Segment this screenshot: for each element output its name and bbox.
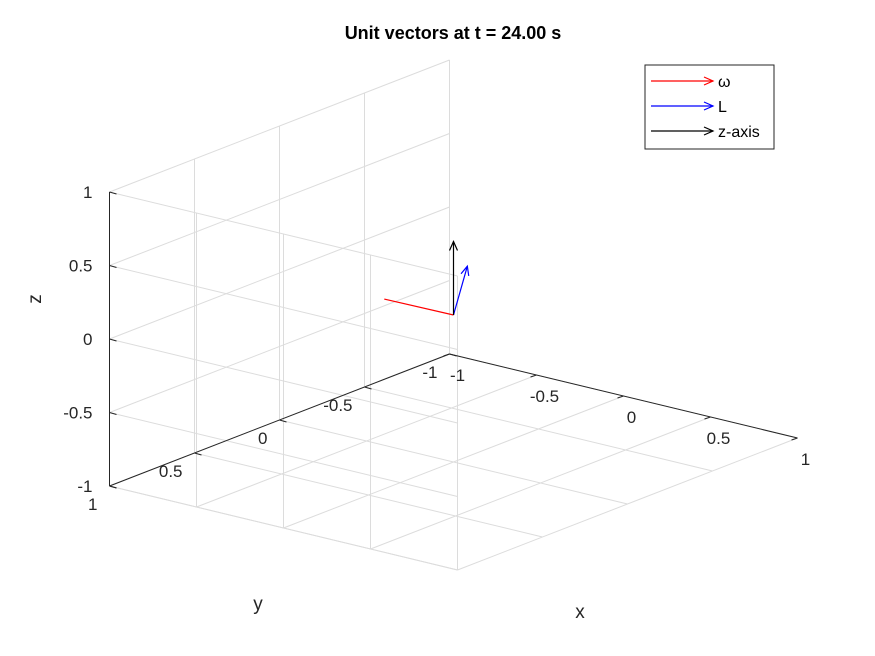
x-tick-mark [617, 395, 624, 399]
x-tick-label: 0.5 [707, 429, 731, 448]
vector-l-shaft [452, 266, 468, 316]
chart-title: Unit vectors at t = 24.00 s [345, 23, 562, 43]
legend-label-2: z-axis [718, 124, 760, 141]
floor-gridline-y [279, 419, 628, 505]
x-axis-label: x [575, 602, 585, 623]
side-wall-gridline-z [109, 133, 450, 266]
x-tick-mark [530, 374, 537, 378]
y-tick-label: -1 [422, 363, 437, 382]
back-wall-gridline-z [109, 265, 458, 350]
y-axis-label: y [253, 594, 263, 615]
vector-zaxis-head [448, 240, 459, 251]
y-tick-label: 0 [258, 429, 267, 448]
legend-line-2-head [703, 126, 715, 136]
z-tick-label: -0.5 [63, 404, 92, 423]
x-tick-label: 1 [801, 450, 810, 469]
z-tick-mark [109, 412, 117, 415]
y-tick-mark [364, 386, 372, 390]
x-tick-label: -0.5 [530, 387, 559, 406]
z-axis-label: z [25, 294, 46, 304]
back-wall-gridline-z [109, 191, 458, 277]
floor-gridline-x [457, 437, 798, 571]
y-tick-label: 1 [88, 495, 97, 514]
y-tick-label: -0.5 [323, 396, 352, 415]
vector-layer [384, 240, 470, 316]
floor-gridline-x [370, 416, 711, 550]
x-tick-mark [443, 353, 450, 357]
x-tick-label: 0 [627, 408, 636, 427]
legend-label-0: ω [718, 74, 731, 91]
vector-omega-shaft [384, 298, 454, 316]
z-tick-mark [109, 191, 117, 195]
x-tick-label: -1 [450, 366, 465, 385]
z-tick-label: -1 [77, 477, 92, 496]
z-tick-mark [109, 265, 117, 268]
tick-label-layer: -1-0.500.51-1-0.500.51-1-0.500.51 [63, 183, 810, 514]
x-tick-mark [704, 416, 711, 420]
legend-entries: ωLz-axis [651, 74, 760, 141]
z-tick-label: 1 [83, 183, 92, 202]
z-tick-label: 0 [83, 330, 92, 349]
y-tick-mark [279, 419, 287, 423]
legend-line-0-head [703, 76, 715, 86]
y-tick-mark [449, 353, 457, 357]
z-tick-label: 0.5 [69, 257, 93, 276]
back-wall-gridline-z [109, 338, 458, 424]
y-tick-mark [194, 452, 202, 456]
z-tick-mark [109, 485, 117, 489]
axis-layer [109, 191, 798, 489]
vector-l-head [460, 264, 470, 277]
x-tick-mark [791, 437, 798, 441]
z-tick-mark [109, 338, 117, 342]
floor-gridline-y [109, 485, 458, 571]
floor-gridline-y [194, 452, 543, 538]
legend: ωLz-axis [644, 64, 775, 150]
legend-label-1: L [718, 99, 727, 116]
y-tick-label: 0.5 [159, 462, 183, 481]
side-wall-gridline-z [109, 206, 450, 340]
side-wall-gridline-z [109, 59, 450, 193]
legend-line-1-head [703, 101, 715, 111]
